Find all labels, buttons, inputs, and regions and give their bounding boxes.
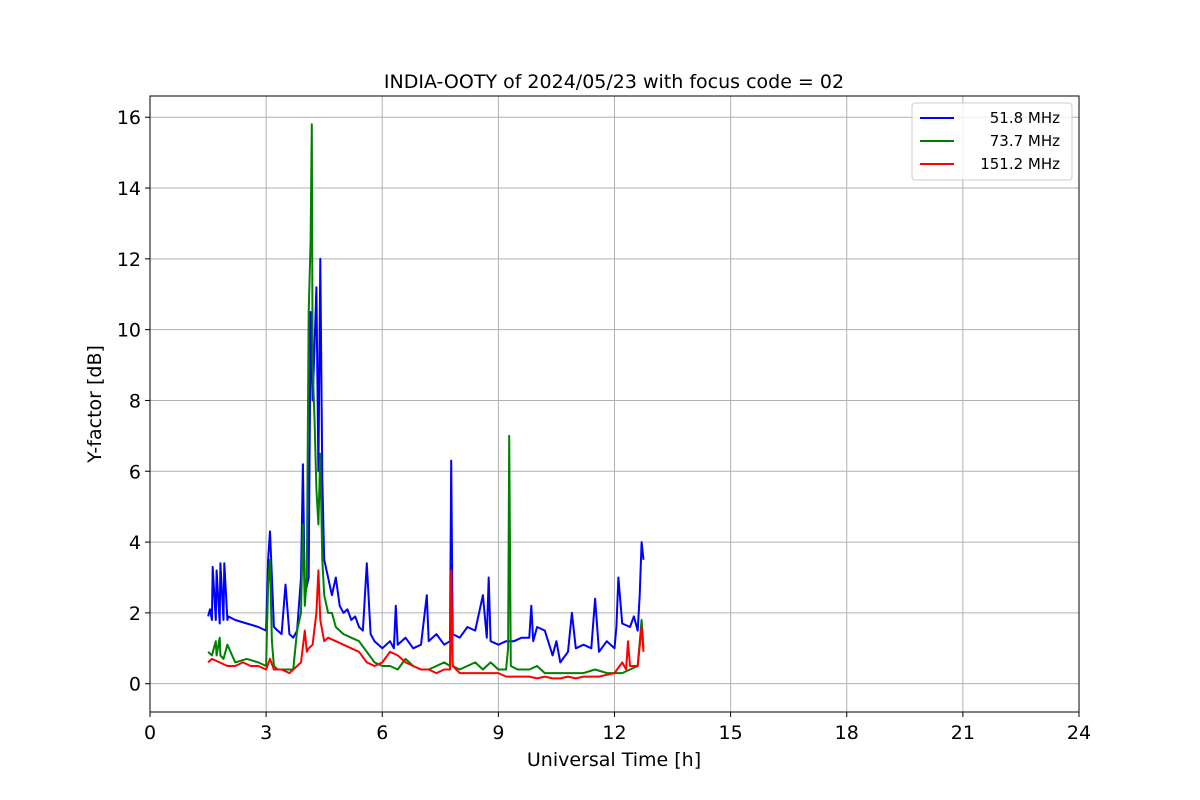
legend-label: 73.7 MHz [990,132,1060,150]
y-tick-label: 2 [129,603,141,625]
series-line-2 [207,123,645,675]
y-tick-label: 4 [129,532,141,554]
y-tick-label: 6 [129,461,141,483]
series-line-3 [207,569,645,680]
chart-title: INDIA-OOTY of 2024/05/23 with focus code… [384,71,844,93]
y-tick-label: 12 [117,249,141,271]
y-axis-label: Y-factor [dB] [84,345,106,464]
plot-series [207,123,645,680]
y-tick-label: 14 [117,178,141,200]
x-tick-label: 3 [260,722,272,744]
x-tick-label: 15 [719,722,743,744]
x-tick-label: 6 [376,722,388,744]
x-axis-label: Universal Time [h] [527,749,701,771]
x-tick-label: 21 [951,722,975,744]
x-tick-label: 0 [144,722,156,744]
x-tick-label: 12 [602,722,626,744]
x-tick-label: 9 [492,722,504,744]
x-tick-label: 24 [1067,722,1091,744]
y-tick-label: 16 [117,107,141,129]
x-tick-label: 18 [835,722,859,744]
y-tick-label: 10 [117,320,141,342]
legend-label: 151.2 MHz [980,155,1060,173]
y-tick-label: 8 [129,390,141,412]
legend-box [911,102,1073,181]
legend: 51.8 MHz 73.7 MHz 151.2 MHz [911,102,1073,181]
legend-label: 51.8 MHz [990,109,1060,127]
y-tick-label: 0 [129,674,141,696]
series-line-1 [207,257,645,664]
